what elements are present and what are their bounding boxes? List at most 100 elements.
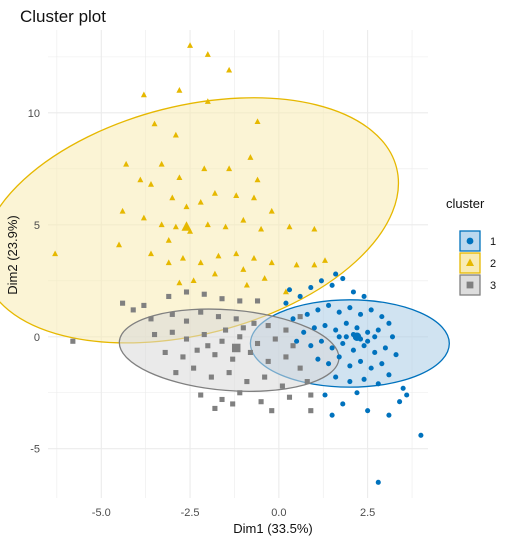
cluster-1-point <box>361 343 367 349</box>
cluster-2-point <box>233 192 240 198</box>
cluster-2-point <box>268 259 275 266</box>
cluster-3-point <box>258 399 264 405</box>
cluster-3-point <box>308 408 314 414</box>
cluster-3-point <box>262 374 268 380</box>
cluster-points <box>52 42 424 485</box>
cluster-2-point <box>204 98 211 104</box>
cluster-1-point <box>418 432 424 438</box>
cluster-1-point <box>397 399 403 405</box>
cluster-1-point <box>386 372 392 378</box>
cluster-2-point <box>176 279 183 286</box>
cluster-3-point <box>141 302 147 308</box>
cluster-1-point <box>375 327 381 333</box>
cluster-2-point <box>52 250 59 257</box>
cluster-1-point <box>368 307 374 313</box>
cluster-2-point <box>222 223 229 230</box>
cluster-2-point <box>258 225 265 232</box>
cluster-2-point <box>197 198 204 205</box>
cluster-3-point <box>130 307 136 313</box>
cluster-3-point <box>201 331 207 338</box>
cluster-2-point <box>204 221 211 228</box>
cluster-3-point <box>162 349 168 355</box>
cluster-2-point <box>250 254 257 261</box>
x-tick-label: -5.0 <box>92 507 111 519</box>
cluster-2-point <box>176 87 183 93</box>
cluster-2-point <box>211 190 218 196</box>
cluster-1-point <box>361 376 367 382</box>
cluster-1-point <box>340 276 346 282</box>
cluster-2-point <box>158 221 165 228</box>
cluster-1-point <box>301 329 307 335</box>
cluster-3-point <box>191 365 197 371</box>
cluster-1-point <box>393 352 399 358</box>
cluster-1-point <box>357 358 364 364</box>
cluster-2-point <box>140 91 147 98</box>
cluster-2-centroid <box>181 221 192 231</box>
cluster-3-point <box>70 338 76 344</box>
cluster-2-point <box>187 42 194 48</box>
cluster-1-point <box>368 365 374 371</box>
cluster-2-point <box>165 237 172 243</box>
cluster-3-point <box>237 390 243 396</box>
cluster-1-point <box>386 412 392 418</box>
cluster-3-point <box>198 309 204 315</box>
cluster-2-point <box>123 160 130 167</box>
cluster-3-point <box>226 370 232 376</box>
cluster-3-point <box>254 298 261 304</box>
cluster-3-point <box>169 311 175 317</box>
legend-marker-1 <box>466 237 474 245</box>
cluster-2-point <box>187 228 194 234</box>
cluster-1-point <box>336 334 342 340</box>
cluster-2-point <box>254 176 261 183</box>
cluster-2-point <box>140 214 147 221</box>
cluster-1-point <box>340 340 346 347</box>
cluster-3-point <box>269 408 275 414</box>
cluster-1-point <box>286 287 293 293</box>
cluster-3-point <box>290 343 296 349</box>
cluster-1-point <box>315 356 321 362</box>
cluster-3-point <box>283 327 289 333</box>
cluster-1-point <box>379 361 385 367</box>
cluster-1-point <box>336 354 342 360</box>
cluster-2-point <box>116 241 123 248</box>
x-axis-label: Dim1 (33.5%) <box>233 521 312 536</box>
y-tick-label: -5 <box>30 444 40 456</box>
cluster-3-point <box>304 379 310 385</box>
y-axis-ticks: -5 0 5 10 <box>28 108 40 456</box>
cluster-1-point <box>379 314 385 320</box>
legend-label-2: 2 <box>490 258 496 270</box>
cluster-2-point <box>215 252 222 259</box>
cluster-2-point <box>151 120 158 127</box>
cluster-2-point <box>137 176 144 183</box>
cluster-1-point <box>315 307 321 313</box>
cluster-2-point <box>147 250 154 257</box>
cluster-3-point <box>308 392 314 398</box>
cluster-1-point <box>329 345 335 351</box>
cluster-3-point <box>297 365 303 371</box>
legend-marker-2 <box>466 258 474 266</box>
cluster-3-point <box>244 379 250 385</box>
cluster-2-point <box>311 225 318 232</box>
cluster-1-point <box>290 316 296 322</box>
cluster-3-point <box>286 394 293 400</box>
cluster-3-centroid <box>231 343 241 353</box>
cluster-3-point <box>212 352 218 358</box>
cluster-1-point <box>382 345 388 351</box>
cluster-1-point <box>357 311 364 317</box>
legend: cluster 1 2 3 <box>446 196 496 296</box>
cluster-1-point <box>361 293 367 300</box>
cluster-3-point <box>183 318 190 324</box>
cluster-3-point <box>212 405 218 411</box>
cluster-2-point <box>243 281 250 288</box>
cluster-2-point <box>158 160 165 167</box>
cluster-3-point <box>205 343 211 349</box>
cluster-1-point <box>350 347 356 353</box>
cluster-1-point <box>297 293 303 300</box>
cluster-1-point <box>294 338 300 344</box>
cluster-1-point <box>304 311 310 317</box>
cluster-1-point <box>333 327 339 333</box>
cluster-2-point <box>201 165 208 172</box>
cluster-2-point <box>226 165 233 172</box>
